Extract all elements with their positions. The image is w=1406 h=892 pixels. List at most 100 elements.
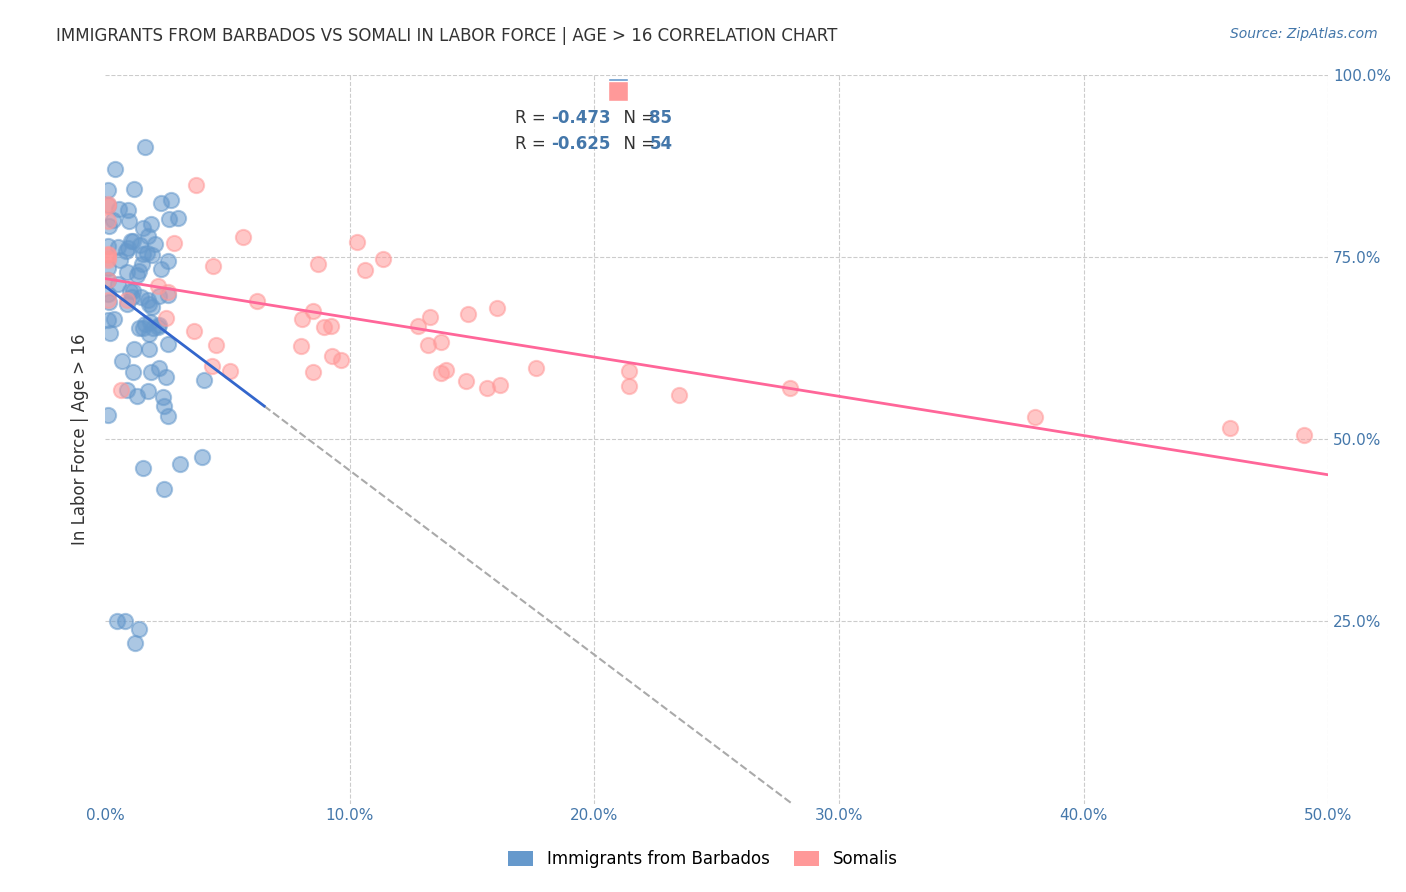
Point bbox=[104, 162, 127, 177]
Point bbox=[136, 293, 159, 307]
Point bbox=[1024, 410, 1046, 425]
Point bbox=[184, 178, 207, 192]
Point bbox=[107, 240, 129, 254]
Point bbox=[97, 199, 120, 213]
Point bbox=[138, 297, 160, 311]
Text: IMMIGRANTS FROM BARBADOS VS SOMALI IN LABOR FORCE | AGE > 16 CORRELATION CHART: IMMIGRANTS FROM BARBADOS VS SOMALI IN LA… bbox=[56, 27, 838, 45]
Point bbox=[124, 636, 146, 650]
Point bbox=[136, 229, 159, 244]
Point bbox=[115, 265, 138, 279]
Point bbox=[117, 241, 139, 255]
Point bbox=[107, 615, 129, 629]
Point bbox=[149, 261, 172, 276]
Point bbox=[122, 284, 145, 298]
Point bbox=[312, 319, 335, 334]
Point bbox=[201, 359, 224, 373]
Point bbox=[97, 214, 120, 228]
Point bbox=[406, 318, 429, 333]
Point bbox=[128, 264, 150, 278]
Point bbox=[371, 252, 394, 266]
Point bbox=[97, 246, 120, 260]
Point bbox=[148, 289, 170, 303]
Point bbox=[142, 321, 165, 335]
Point bbox=[1292, 428, 1315, 442]
Point bbox=[302, 365, 325, 379]
Point bbox=[232, 229, 254, 244]
Point bbox=[434, 363, 457, 377]
Point bbox=[156, 409, 179, 424]
Point bbox=[321, 349, 343, 363]
Point bbox=[128, 622, 150, 636]
Point bbox=[454, 374, 477, 388]
Point bbox=[157, 285, 180, 300]
Point bbox=[153, 482, 176, 496]
Point bbox=[489, 377, 512, 392]
Point bbox=[430, 334, 453, 349]
Point bbox=[97, 287, 120, 301]
Point bbox=[115, 383, 138, 397]
Point bbox=[101, 212, 124, 227]
Point bbox=[107, 277, 129, 291]
Point bbox=[193, 373, 215, 387]
Point bbox=[97, 273, 120, 287]
Point bbox=[157, 211, 180, 226]
Point bbox=[150, 196, 173, 211]
Point bbox=[204, 338, 226, 352]
Point bbox=[110, 383, 132, 397]
Point bbox=[148, 361, 170, 376]
Point bbox=[148, 318, 170, 332]
Point bbox=[143, 237, 166, 252]
Point bbox=[138, 342, 160, 356]
Point bbox=[97, 248, 120, 262]
Point bbox=[668, 388, 690, 402]
Point bbox=[146, 279, 169, 293]
Point bbox=[141, 300, 163, 314]
Text: N =: N = bbox=[613, 135, 659, 153]
Point bbox=[98, 219, 121, 233]
Point bbox=[169, 457, 191, 471]
Point bbox=[132, 246, 155, 260]
Point bbox=[141, 365, 163, 379]
Point bbox=[416, 338, 439, 352]
Point bbox=[97, 251, 120, 265]
Point bbox=[97, 197, 120, 211]
Point bbox=[110, 253, 132, 268]
Point bbox=[157, 336, 180, 351]
Y-axis label: In Labor Force | Age > 16: In Labor Force | Age > 16 bbox=[72, 334, 89, 545]
Point bbox=[115, 244, 138, 259]
Point bbox=[103, 312, 125, 326]
Point bbox=[617, 364, 640, 378]
Text: 85: 85 bbox=[650, 109, 672, 127]
Point bbox=[97, 238, 120, 252]
Point bbox=[111, 354, 134, 368]
Point bbox=[246, 293, 269, 308]
Point bbox=[155, 369, 177, 384]
Point bbox=[1219, 421, 1241, 435]
Point bbox=[125, 268, 148, 282]
Point bbox=[97, 198, 120, 212]
Point bbox=[97, 252, 120, 267]
Text: -0.473: -0.473 bbox=[551, 109, 612, 127]
Point bbox=[183, 324, 205, 338]
Point bbox=[120, 235, 142, 249]
Point bbox=[201, 260, 224, 274]
Point bbox=[124, 181, 146, 195]
Point bbox=[354, 263, 377, 277]
Point bbox=[139, 315, 162, 329]
Point bbox=[122, 365, 145, 379]
Point bbox=[132, 321, 155, 335]
Text: R =: R = bbox=[515, 135, 551, 153]
Point bbox=[121, 290, 143, 304]
Point bbox=[122, 343, 145, 357]
Point bbox=[155, 311, 177, 326]
Point bbox=[108, 202, 131, 217]
Text: 54: 54 bbox=[650, 135, 672, 153]
Legend: Immigrants from Barbados, Somalis: Immigrants from Barbados, Somalis bbox=[502, 844, 904, 875]
Point bbox=[138, 326, 160, 341]
Point bbox=[132, 461, 155, 475]
Point bbox=[118, 284, 141, 298]
Point bbox=[115, 293, 138, 307]
Point bbox=[134, 317, 156, 331]
Point bbox=[524, 361, 547, 376]
Point bbox=[457, 307, 479, 321]
